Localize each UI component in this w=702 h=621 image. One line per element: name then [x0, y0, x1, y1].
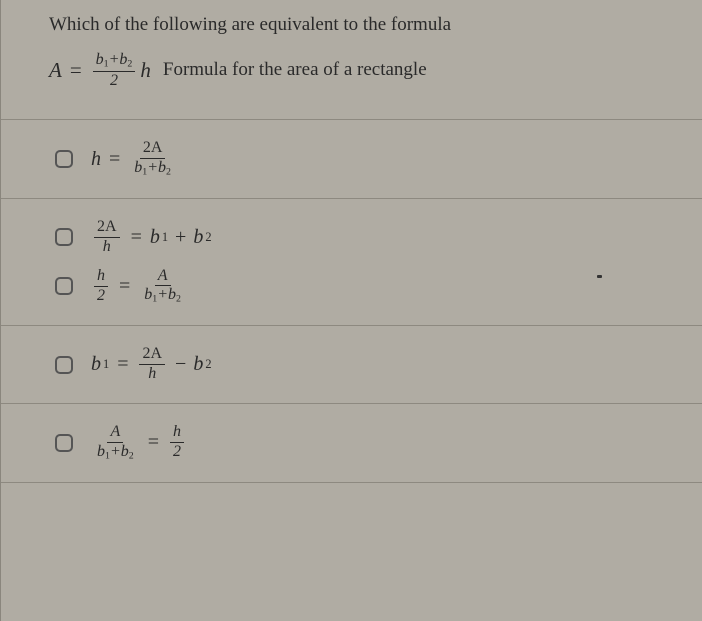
option-group-4: b1 = 2A h − b2: [49, 326, 674, 403]
checkbox-icon[interactable]: [55, 356, 73, 374]
checkbox-icon[interactable]: [55, 150, 73, 168]
option-group-2-3: 2A h = b1 + b2 h 2 = A b1+b2: [49, 199, 674, 325]
divider: [1, 482, 702, 483]
formula-fraction: b1+b2 2: [93, 52, 136, 90]
checkbox-icon[interactable]: [55, 277, 73, 295]
formula-lhs: A: [49, 58, 62, 83]
checkbox-icon[interactable]: [55, 228, 73, 246]
worksheet-page: Which of the following are equivalent to…: [0, 0, 702, 621]
option-5[interactable]: A b1+b2 = h 2: [49, 418, 674, 468]
question-prompt: Which of the following are equivalent to…: [49, 12, 674, 38]
option-3[interactable]: h 2 = A b1+b2: [49, 262, 674, 312]
option-group-5: A b1+b2 = h 2: [49, 404, 674, 482]
option-group-1: h= 2A b1+b2: [49, 120, 674, 198]
checkbox-icon[interactable]: [55, 434, 73, 452]
formula-description: Formula for the area of a rectangle: [163, 59, 427, 81]
stray-mark: [597, 275, 602, 278]
option-1[interactable]: h= 2A b1+b2: [49, 134, 674, 184]
option-4[interactable]: b1 = 2A h − b2: [49, 340, 674, 389]
formula-tail: h: [140, 58, 151, 83]
option-2[interactable]: 2A h = b1 + b2: [49, 213, 674, 262]
given-formula: A = b1+b2 2 h Formula for the area of a …: [49, 52, 674, 90]
